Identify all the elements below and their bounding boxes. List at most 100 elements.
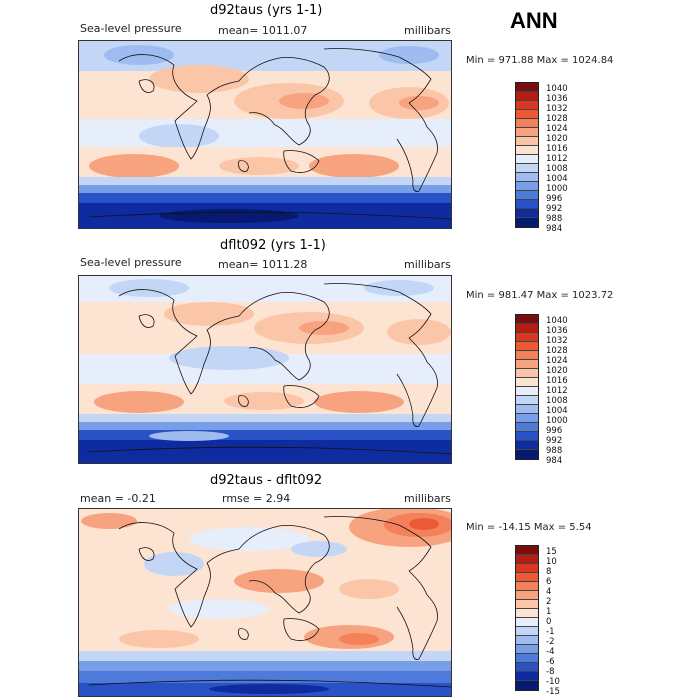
panel2-level-label: 1040 [546, 316, 568, 326]
colorbar-swatch [516, 351, 538, 360]
panel2-level-label: 1000 [546, 416, 568, 426]
panel1-level-label: 992 [546, 204, 563, 214]
colorbar-swatch [516, 645, 538, 654]
panel3-level-label: -8 [546, 667, 555, 677]
colorbar-swatch [516, 405, 538, 414]
panel1-level-label: 1024 [546, 124, 568, 134]
panel3-level-label: 4 [546, 587, 552, 597]
panel3-level-label: -4 [546, 647, 555, 657]
colorbar-swatch [516, 423, 538, 432]
colorbar-swatch [516, 83, 538, 92]
colorbar-swatch [516, 546, 538, 555]
panel1-level-label: 1036 [546, 94, 568, 104]
colorbar-swatch [516, 396, 538, 405]
panel1-level-label: 1028 [546, 114, 568, 124]
panel1-level-label: 1032 [546, 104, 568, 114]
panel1-level-label: 1016 [546, 144, 568, 154]
panel2-level-label: 992 [546, 436, 563, 446]
panel1-level-label: 1040 [546, 84, 568, 94]
colorbar-swatch [516, 119, 538, 128]
colorbar-swatch [516, 369, 538, 378]
colorbar-swatch [516, 218, 538, 227]
panel1-level-label: 1004 [546, 174, 568, 184]
panel3-level-label: -10 [546, 677, 560, 687]
colorbar-swatch [516, 582, 538, 591]
panel1-mean: mean= 1011.07 [218, 24, 308, 37]
panel3-colorbar [515, 545, 539, 691]
colorbar-swatch [516, 627, 538, 636]
panel2-field [79, 276, 451, 463]
panel3-minmax: Min = -14.15 Max = 5.54 [466, 522, 592, 533]
panel2-level-label: 996 [546, 426, 563, 436]
colorbar-swatch [516, 182, 538, 191]
colorbar-swatch [516, 209, 538, 218]
panel3-rmse: rmse = 2.94 [222, 492, 291, 505]
panel3-level-label: 2 [546, 597, 552, 607]
colorbar-swatch [516, 609, 538, 618]
panel2-level-label: 1020 [546, 366, 568, 376]
panel1-units: millibars [404, 24, 451, 37]
colorbar-swatch [516, 450, 538, 459]
panel1-level-label: 1012 [546, 154, 568, 164]
panel2-minmax: Min = 981.47 Max = 1023.72 [466, 290, 614, 301]
colorbar-swatch [516, 564, 538, 573]
panel3-mean: mean = -0.21 [80, 492, 156, 505]
panel3-level-label: -15 [546, 687, 560, 697]
colorbar-swatch [516, 663, 538, 672]
colorbar-swatch [516, 618, 538, 627]
panel2-level-label: 988 [546, 446, 563, 456]
colorbar-swatch [516, 155, 538, 164]
colorbar-swatch [516, 441, 538, 450]
panel2-level-label: 1024 [546, 356, 568, 366]
season-label: ANN [510, 8, 558, 33]
colorbar-swatch [516, 191, 538, 200]
colorbar-swatch [516, 573, 538, 582]
panel2-map [78, 275, 452, 464]
panel2-mean: mean= 1011.28 [218, 258, 308, 271]
colorbar-swatch [516, 591, 538, 600]
panel2-colorbar [515, 314, 539, 460]
panel3-level-label: 6 [546, 577, 552, 587]
colorbar-swatch [516, 342, 538, 351]
panel1-level-label: 1020 [546, 134, 568, 144]
panel1-map [78, 40, 452, 229]
colorbar-swatch [516, 324, 538, 333]
panel2-level-label: 1016 [546, 376, 568, 386]
panel3-map [78, 508, 452, 697]
panel3-field [79, 509, 451, 696]
panel2-level-label: 1036 [546, 326, 568, 336]
panel1-level-label: 988 [546, 214, 563, 224]
colorbar-swatch [516, 636, 538, 645]
colorbar-swatch [516, 672, 538, 681]
panel3-level-label: 15 [546, 547, 557, 557]
panel1-colorbar [515, 82, 539, 228]
panel3-title: d92taus - dflt092 [210, 473, 323, 488]
panel2-colorbar-labels: 1040 1036 1032 1028 1024 1020 1016 1012 … [546, 316, 568, 466]
panel3-level-label: 1 [546, 607, 552, 617]
panel3-level-label: -6 [546, 657, 555, 667]
colorbar-swatch [516, 137, 538, 146]
panel2-variable: Sea-level pressure [80, 256, 182, 269]
colorbar-swatch [516, 101, 538, 110]
panel1-colorbar-labels: 1040 1036 1032 1028 1024 1020 1016 1012 … [546, 84, 568, 234]
panel3-level-label: -1 [546, 627, 555, 637]
colorbar-swatch [516, 360, 538, 369]
panel1-level-label: 984 [546, 224, 563, 234]
colorbar-swatch [516, 654, 538, 663]
panel2-level-label: 1004 [546, 406, 568, 416]
colorbar-swatch [516, 387, 538, 396]
panel1-variable: Sea-level pressure [80, 22, 182, 35]
colorbar-swatch [516, 173, 538, 182]
colorbar-swatch [516, 146, 538, 155]
colorbar-swatch [516, 432, 538, 441]
panel1-minmax: Min = 971.88 Max = 1024.84 [466, 55, 614, 66]
panel3-level-label: 10 [546, 557, 557, 567]
colorbar-swatch [516, 200, 538, 209]
panel2-level-label: 1028 [546, 346, 568, 356]
panel3-colorbar-labels: 15 10 8 6 4 2 1 0 -1 -2 -4 -6 -8 -10 -15 [546, 547, 560, 697]
colorbar-swatch [516, 681, 538, 690]
colorbar-swatch [516, 333, 538, 342]
panel3-level-label: 0 [546, 617, 552, 627]
panel2-level-label: 1032 [546, 336, 568, 346]
panel2-level-label: 1012 [546, 386, 568, 396]
